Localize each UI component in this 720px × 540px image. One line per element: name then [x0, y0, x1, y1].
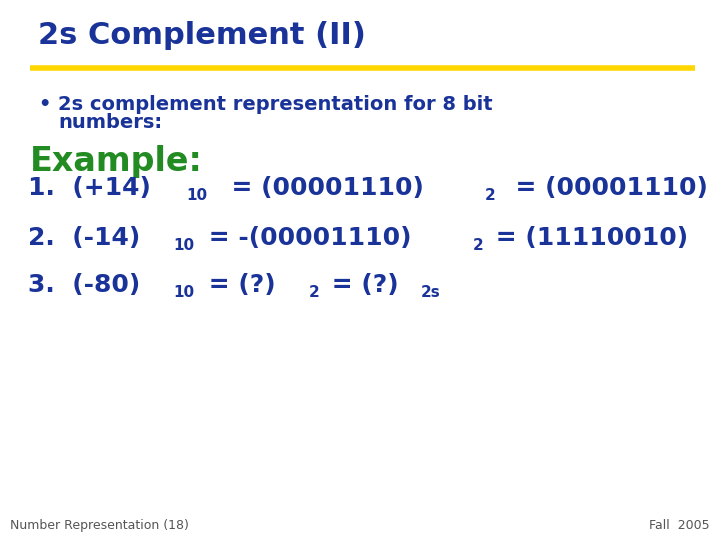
Text: numbers:: numbers:	[58, 113, 162, 132]
Text: 2s: 2s	[420, 286, 440, 300]
Text: Number Representation (18): Number Representation (18)	[10, 519, 189, 532]
Text: = (11110010): = (11110010)	[487, 226, 688, 250]
Text: = (?): = (?)	[323, 273, 398, 297]
Text: 2s Complement (II): 2s Complement (II)	[38, 21, 366, 50]
Text: 10: 10	[173, 286, 194, 300]
Text: 10: 10	[173, 238, 194, 253]
Text: 2s complement representation for 8 bit: 2s complement representation for 8 bit	[58, 95, 492, 114]
Text: 10: 10	[186, 188, 207, 204]
Text: 2.  (-14): 2. (-14)	[28, 226, 140, 250]
Text: •: •	[38, 95, 50, 114]
Text: = (00001110): = (00001110)	[498, 176, 708, 200]
Text: 3.  (-80): 3. (-80)	[28, 273, 140, 297]
Text: 1.  (+14): 1. (+14)	[28, 176, 151, 200]
Text: = (00001110): = (00001110)	[214, 176, 423, 200]
Text: = (?): = (?)	[200, 273, 284, 297]
Text: Fall  2005: Fall 2005	[649, 519, 710, 532]
Text: = -(00001110): = -(00001110)	[200, 226, 412, 250]
Text: 2: 2	[473, 238, 484, 253]
Text: 2: 2	[485, 188, 495, 204]
Text: Example:: Example:	[30, 145, 203, 178]
Text: 2: 2	[309, 286, 320, 300]
